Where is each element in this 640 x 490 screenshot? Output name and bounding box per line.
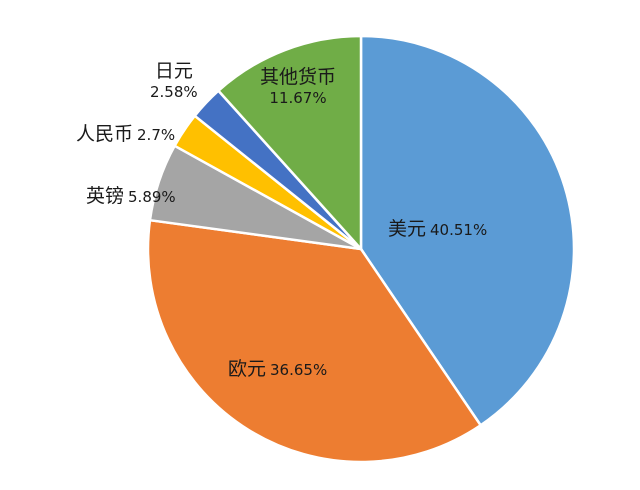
label-other: 其他货币 11.67%	[260, 66, 336, 107]
label-gbp: 英镑 5.89%	[86, 185, 176, 208]
label-other-name: 其他货币	[260, 66, 337, 88]
label-cny-name: 人民币	[76, 123, 134, 145]
label-cny: 人民币 2.7%	[76, 123, 175, 146]
label-gbp-value: 5.89%	[128, 188, 176, 206]
label-jpy: 日元 2.58%	[150, 60, 198, 101]
label-usd: 美元 40.51%	[388, 218, 487, 241]
slice-eur	[146, 218, 482, 464]
label-eur-value: 36.65%	[270, 361, 328, 379]
label-eur: 欧元 36.65%	[228, 358, 327, 381]
label-usd-value: 40.51%	[430, 221, 488, 239]
label-usd-name: 美元	[388, 218, 427, 240]
label-eur-name: 欧元	[228, 358, 267, 380]
label-jpy-value: 2.58%	[150, 82, 198, 101]
label-cny-value: 2.7%	[137, 126, 176, 144]
label-gbp-name: 英镑	[86, 185, 125, 207]
slice-other	[217, 34, 363, 251]
label-jpy-name: 日元	[154, 60, 193, 82]
slice-usd	[359, 34, 576, 427]
label-other-value: 11.67%	[269, 88, 327, 107]
